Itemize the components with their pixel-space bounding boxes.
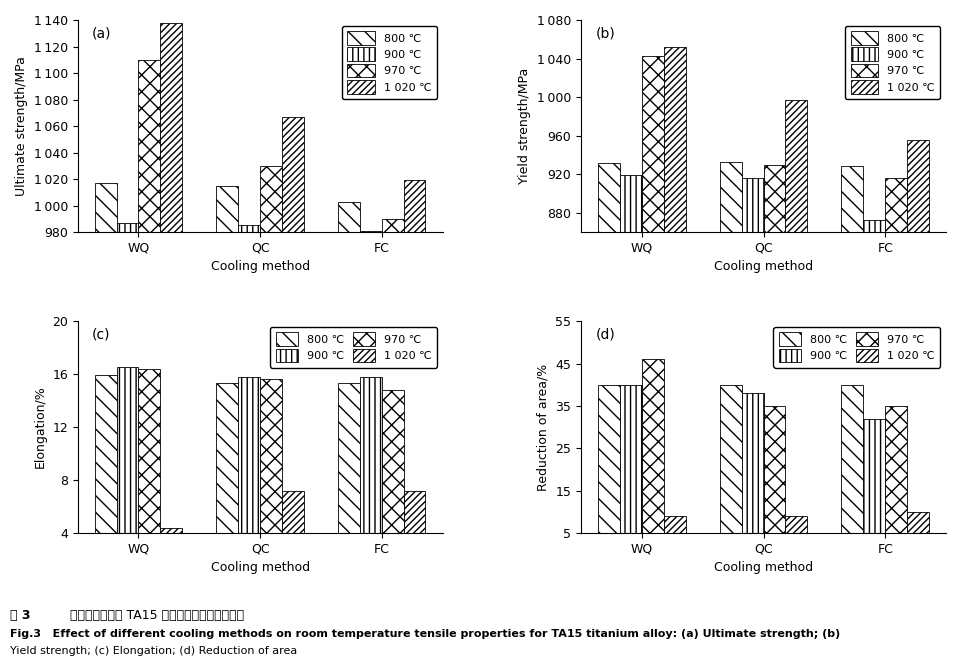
Text: (d): (d) — [596, 328, 615, 342]
Bar — [260, 166, 282, 232]
Bar — [404, 491, 426, 533]
Bar — [404, 180, 426, 232]
Bar — [907, 512, 929, 533]
Legend: 800 ℃, 900 ℃, 970 ℃, 1 020 ℃: 800 ℃, 900 ℃, 970 ℃, 1 020 ℃ — [341, 25, 437, 99]
Bar — [216, 186, 238, 232]
Bar — [842, 166, 863, 232]
Bar — [863, 220, 885, 232]
Y-axis label: Ultimate strength/MPa: Ultimate strength/MPa — [15, 56, 28, 196]
Text: (b): (b) — [596, 27, 615, 41]
Y-axis label: Elongation/%: Elongation/% — [34, 386, 46, 468]
Bar — [664, 47, 686, 232]
Text: Yield strength; (c) Elongation; (d) Reduction of area: Yield strength; (c) Elongation; (d) Redu… — [10, 646, 297, 656]
Text: (a): (a) — [92, 27, 111, 41]
Text: 不同冷却方式对 TA15 合金室温拉伸性能的影响: 不同冷却方式对 TA15 合金室温拉伸性能的影响 — [62, 609, 245, 623]
Bar — [885, 406, 907, 533]
Bar — [138, 369, 160, 533]
Y-axis label: Yield strength/MPa: Yield strength/MPa — [519, 68, 531, 184]
Bar — [160, 528, 183, 533]
X-axis label: Cooling method: Cooling method — [210, 260, 309, 273]
Text: Fig.3   Effect of different cooling methods on room temperature tensile properti: Fig.3 Effect of different cooling method… — [10, 629, 840, 639]
Bar — [359, 230, 382, 232]
Legend: 800 ℃, 900 ℃, 970 ℃, 1 020 ℃: 800 ℃, 900 ℃, 970 ℃, 1 020 ℃ — [845, 25, 941, 99]
Bar — [138, 60, 160, 232]
Bar — [260, 380, 282, 533]
Bar — [720, 162, 742, 232]
Legend: 800 ℃, 900 ℃, 970 ℃, 1 020 ℃: 800 ℃, 900 ℃, 970 ℃, 1 020 ℃ — [270, 326, 437, 368]
Bar — [238, 377, 260, 533]
Bar — [742, 393, 764, 533]
Bar — [382, 219, 404, 232]
Text: 图 3: 图 3 — [10, 609, 30, 623]
Bar — [742, 178, 764, 232]
Bar — [642, 359, 664, 533]
Bar — [95, 183, 116, 232]
Bar — [282, 491, 304, 533]
Bar — [620, 385, 642, 533]
Bar — [95, 376, 116, 533]
Bar — [785, 516, 807, 533]
X-axis label: Cooling method: Cooling method — [714, 561, 813, 574]
Bar — [620, 175, 642, 232]
Bar — [907, 141, 929, 232]
Text: (c): (c) — [92, 328, 111, 342]
Bar — [338, 384, 359, 533]
Bar — [238, 225, 260, 232]
Bar — [598, 385, 620, 533]
Bar — [116, 222, 138, 232]
Bar — [720, 385, 742, 533]
Bar — [282, 117, 304, 232]
Bar — [382, 390, 404, 533]
X-axis label: Cooling method: Cooling method — [210, 561, 309, 574]
Bar — [885, 178, 907, 232]
Bar — [216, 384, 238, 533]
Y-axis label: Reduction of area/%: Reduction of area/% — [537, 364, 550, 491]
Bar — [863, 419, 885, 533]
Bar — [338, 202, 359, 232]
X-axis label: Cooling method: Cooling method — [714, 260, 813, 273]
Legend: 800 ℃, 900 ℃, 970 ℃, 1 020 ℃: 800 ℃, 900 ℃, 970 ℃, 1 020 ℃ — [774, 326, 941, 368]
Bar — [359, 377, 382, 533]
Bar — [764, 406, 785, 533]
Bar — [160, 23, 183, 232]
Bar — [116, 368, 138, 533]
Bar — [785, 100, 807, 232]
Bar — [598, 163, 620, 232]
Bar — [842, 385, 863, 533]
Bar — [664, 516, 686, 533]
Bar — [642, 56, 664, 232]
Bar — [764, 165, 785, 232]
